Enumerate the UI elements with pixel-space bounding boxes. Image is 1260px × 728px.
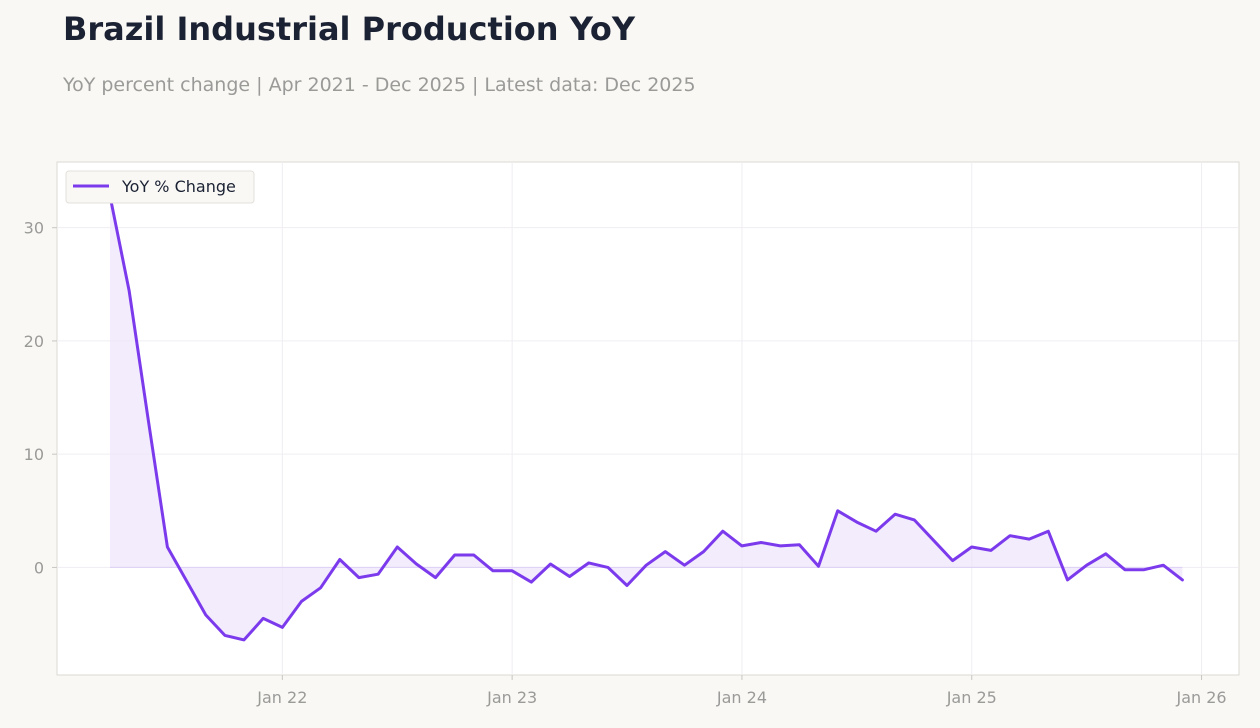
data-point <box>319 586 322 589</box>
x-tick-label: Jan 25 <box>946 688 997 707</box>
data-point <box>128 290 131 293</box>
data-point <box>1066 578 1069 581</box>
data-point <box>262 617 265 620</box>
data-point <box>511 569 514 572</box>
data-point <box>166 546 169 549</box>
data-point <box>453 554 456 557</box>
data-point <box>606 566 609 569</box>
data-point <box>740 544 743 547</box>
data-point <box>1009 534 1012 537</box>
legend-label: YoY % Change <box>121 177 236 196</box>
data-point <box>702 550 705 553</box>
data-point <box>932 539 935 542</box>
data-point <box>626 584 629 587</box>
data-point <box>415 563 418 566</box>
data-point <box>817 565 820 568</box>
data-point <box>377 573 380 576</box>
x-tick-label: Jan 22 <box>256 688 307 707</box>
data-point <box>223 634 226 637</box>
series-area-fill <box>110 196 1183 640</box>
data-point <box>970 546 973 549</box>
x-tick-label: Jan 23 <box>486 688 537 707</box>
data-point <box>875 530 878 533</box>
data-point <box>683 564 686 567</box>
data-point <box>894 513 897 516</box>
data-point <box>338 558 341 561</box>
data-point <box>472 554 475 557</box>
data-point <box>492 569 495 572</box>
y-tick-label: 0 <box>34 558 44 577</box>
data-point <box>1143 568 1146 571</box>
x-tick-label: Jan 26 <box>1175 688 1226 707</box>
data-point <box>204 614 207 617</box>
data-point <box>721 530 724 533</box>
y-tick-label: 20 <box>24 332 44 351</box>
series-line <box>108 194 1184 642</box>
y-tick-label: 10 <box>24 445 44 464</box>
data-point <box>760 541 763 544</box>
data-point <box>1104 552 1107 555</box>
data-point <box>568 575 571 578</box>
data-point <box>951 559 954 562</box>
data-point <box>587 561 590 564</box>
data-point <box>1181 578 1184 581</box>
chart-title: Brazil Industrial Production YoY <box>63 10 636 48</box>
chart-subtitle: YoY percent change | Apr 2021 - Dec 2025… <box>63 74 696 96</box>
data-point <box>779 544 782 547</box>
data-point <box>1085 564 1088 567</box>
legend-box <box>65 170 255 204</box>
data-point <box>1028 538 1031 541</box>
data-point <box>434 576 437 579</box>
data-point <box>300 600 303 603</box>
data-point <box>281 626 284 629</box>
data-point <box>989 549 992 552</box>
data-point <box>798 543 801 546</box>
data-point <box>147 419 150 422</box>
data-point <box>549 563 552 566</box>
data-point <box>530 581 533 584</box>
data-point <box>855 521 858 524</box>
data-point <box>185 580 188 583</box>
data-point <box>645 564 648 567</box>
data-point <box>1162 564 1165 567</box>
data-point <box>664 550 667 553</box>
data-point <box>1123 568 1126 571</box>
data-point <box>357 576 360 579</box>
x-tick-label: Jan 24 <box>716 688 767 707</box>
data-point <box>396 546 399 549</box>
data-point <box>243 638 246 641</box>
data-point <box>913 518 916 521</box>
y-tick-label: 30 <box>24 219 44 238</box>
data-point <box>836 509 839 512</box>
data-point <box>1047 530 1050 533</box>
